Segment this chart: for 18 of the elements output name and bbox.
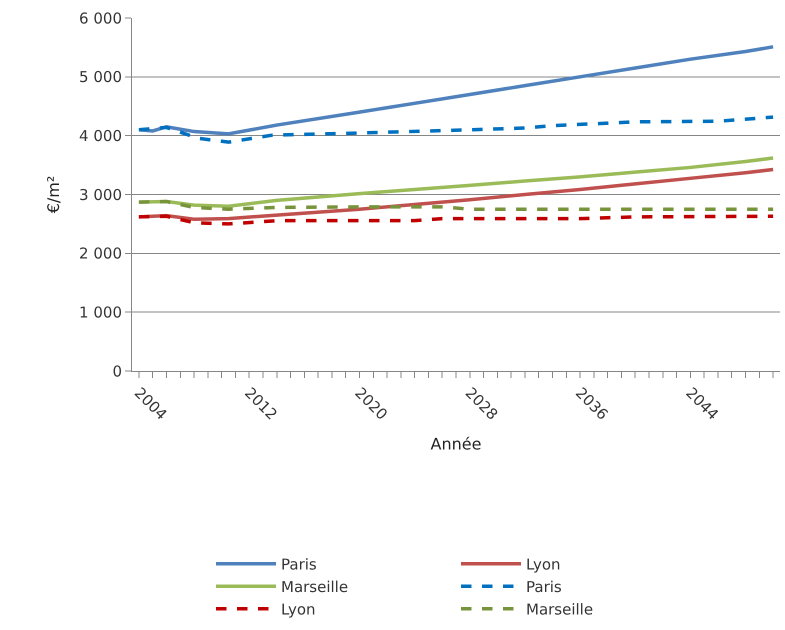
legend-label: Marseille [281, 578, 348, 596]
line-series [137, 200, 775, 211]
y-tick-label: 5 000 [79, 68, 122, 86]
y-tick-label: 2 000 [79, 244, 122, 263]
legend-label: Paris [526, 578, 562, 596]
legend-label: Lyon [281, 600, 316, 619]
line-series [137, 214, 775, 226]
y-axis-title: €/m² [44, 176, 63, 214]
y-tick-label: 6 000 [79, 9, 122, 28]
legend-label: Marseille [526, 600, 594, 619]
y-tick-label: 0 [112, 362, 122, 380]
y-tick-label: 3 000 [79, 186, 122, 204]
legend-label: Lyon [526, 556, 561, 574]
legend-label: Paris [281, 556, 317, 574]
line-series [137, 115, 775, 144]
x-axis-title: Année [430, 434, 482, 454]
y-tick-label: 1 000 [79, 303, 122, 322]
y-tick-label: 4 000 [79, 126, 122, 145]
